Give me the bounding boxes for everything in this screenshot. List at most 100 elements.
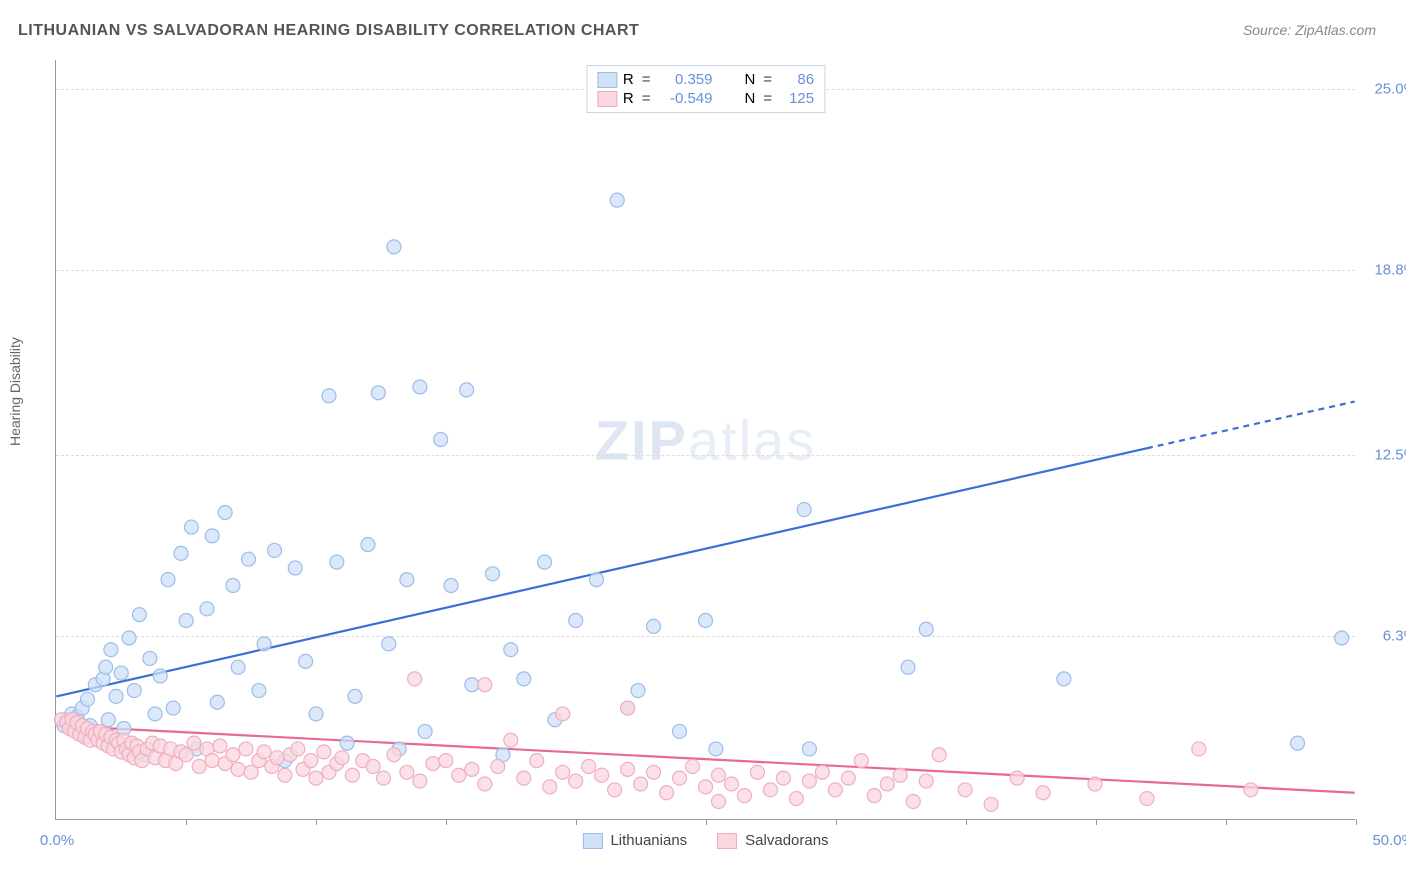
- data-point: [348, 689, 362, 703]
- data-point: [161, 573, 175, 587]
- data-point: [213, 739, 227, 753]
- data-point: [880, 777, 894, 791]
- data-point: [400, 765, 414, 779]
- data-point: [906, 794, 920, 808]
- data-point: [1140, 792, 1154, 806]
- data-point: [205, 529, 219, 543]
- data-point: [867, 789, 881, 803]
- data-point: [1088, 777, 1102, 791]
- data-point: [465, 678, 479, 692]
- source-label: Source: ZipAtlas.com: [1243, 22, 1376, 38]
- data-point: [148, 707, 162, 721]
- swatch-lithuanians: [597, 72, 617, 88]
- data-point: [919, 622, 933, 636]
- swatch-salvadorans: [597, 91, 617, 107]
- data-point: [231, 660, 245, 674]
- data-point: [608, 783, 622, 797]
- data-point: [400, 573, 414, 587]
- legend-row-lithuanians: R = 0.359 N = 86: [597, 70, 814, 89]
- data-point: [491, 759, 505, 773]
- data-point: [104, 643, 118, 657]
- data-point: [109, 689, 123, 703]
- data-point: [465, 762, 479, 776]
- data-point: [192, 759, 206, 773]
- data-point: [1291, 736, 1305, 750]
- data-point: [179, 614, 193, 628]
- data-point: [366, 759, 380, 773]
- data-point: [270, 751, 284, 765]
- data-point: [478, 678, 492, 692]
- data-point: [556, 765, 570, 779]
- data-point: [288, 561, 302, 575]
- data-point: [99, 660, 113, 674]
- data-point: [361, 538, 375, 552]
- data-point: [789, 792, 803, 806]
- n-value-salvadorans: 125: [780, 90, 814, 107]
- swatch-lithuanians-icon: [582, 833, 602, 849]
- data-point: [1036, 786, 1050, 800]
- data-point: [439, 754, 453, 768]
- data-point: [434, 433, 448, 447]
- data-point: [377, 771, 391, 785]
- data-point: [486, 567, 500, 581]
- data-point: [1244, 783, 1258, 797]
- data-point: [569, 774, 583, 788]
- data-point: [647, 765, 661, 779]
- data-point: [631, 684, 645, 698]
- data-point: [737, 789, 751, 803]
- data-point: [589, 573, 603, 587]
- data-point: [543, 780, 557, 794]
- data-point: [517, 771, 531, 785]
- data-point: [815, 765, 829, 779]
- legend-item-lithuanians: Lithuanians: [582, 832, 687, 849]
- data-point: [919, 774, 933, 788]
- data-point: [408, 672, 422, 686]
- y-tick-label: 25.0%: [1374, 81, 1406, 98]
- data-point: [621, 762, 635, 776]
- data-point: [984, 797, 998, 811]
- data-point: [413, 380, 427, 394]
- data-point: [517, 672, 531, 686]
- data-point: [538, 555, 552, 569]
- data-point: [143, 651, 157, 665]
- data-point: [210, 695, 224, 709]
- plot-area: ZIPatlas 6.3%12.5%18.8%25.0% 0.0% 50.0% …: [55, 60, 1355, 820]
- data-point: [828, 783, 842, 797]
- scatter-svg: [56, 60, 1355, 819]
- data-point: [673, 724, 687, 738]
- y-tick-label: 6.3%: [1383, 627, 1406, 644]
- data-point: [231, 762, 245, 776]
- data-point: [699, 614, 713, 628]
- data-point: [299, 654, 313, 668]
- r-value-lithuanians: 0.359: [659, 71, 713, 88]
- data-point: [711, 768, 725, 782]
- data-point: [673, 771, 687, 785]
- data-point: [797, 503, 811, 517]
- legend-item-salvadorans: Salvadorans: [717, 832, 828, 849]
- x-axis-max-label: 50.0%: [1372, 832, 1406, 849]
- series-legend: Lithuanians Salvadorans: [582, 832, 828, 849]
- data-point: [569, 614, 583, 628]
- data-point: [711, 794, 725, 808]
- data-point: [340, 736, 354, 750]
- data-point: [81, 692, 95, 706]
- data-point: [634, 777, 648, 791]
- data-point: [595, 768, 609, 782]
- data-point: [444, 578, 458, 592]
- data-point: [122, 631, 136, 645]
- data-point: [699, 780, 713, 794]
- data-point: [252, 684, 266, 698]
- trend-line-dashed: [1147, 402, 1355, 449]
- data-point: [322, 389, 336, 403]
- data-point: [304, 754, 318, 768]
- data-point: [184, 520, 198, 534]
- data-point: [901, 660, 915, 674]
- data-point: [382, 637, 396, 651]
- y-tick-label: 12.5%: [1374, 446, 1406, 463]
- chart-title: LITHUANIAN VS SALVADORAN HEARING DISABIL…: [18, 22, 639, 40]
- data-point: [132, 608, 146, 622]
- data-point: [114, 666, 128, 680]
- data-point: [841, 771, 855, 785]
- data-point: [932, 748, 946, 762]
- legend-row-salvadorans: R = -0.549 N = 125: [597, 89, 814, 108]
